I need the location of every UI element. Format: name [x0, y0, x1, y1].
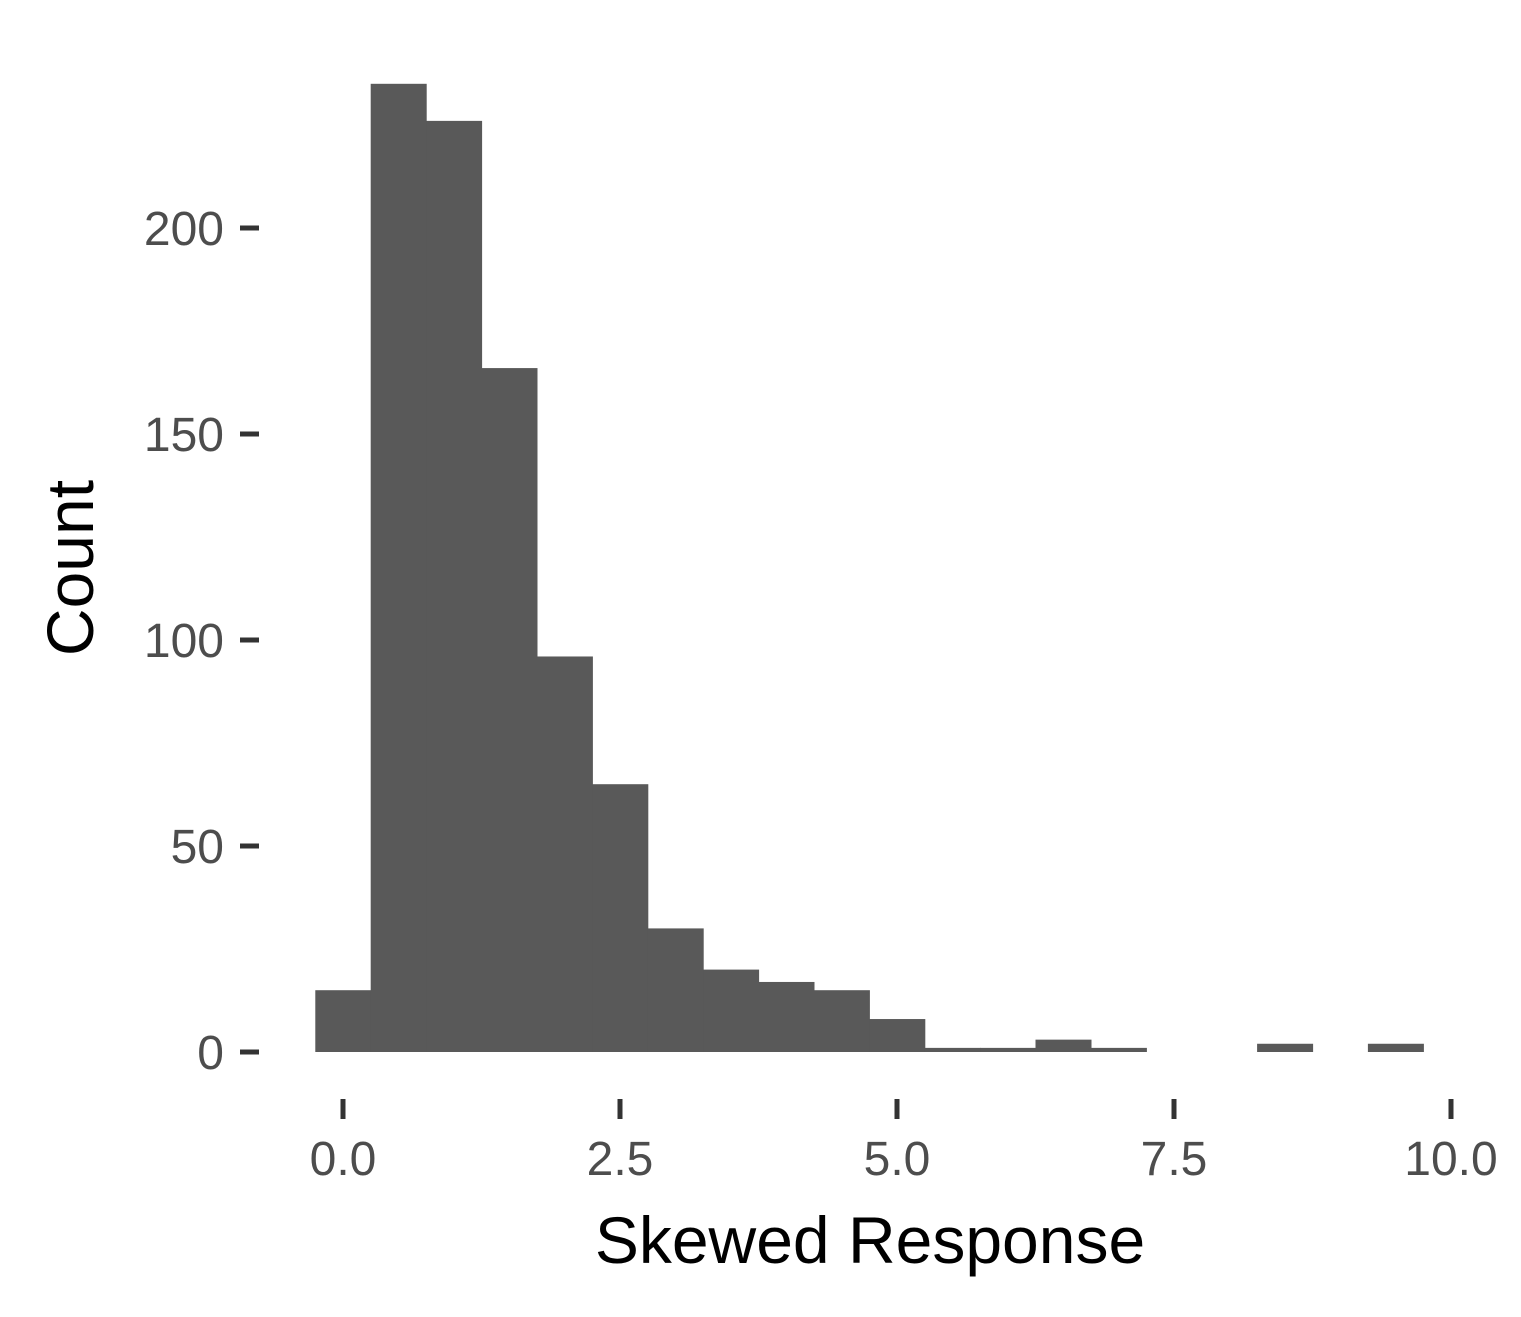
y-tick-label: 0 — [197, 1027, 224, 1080]
y-tick-label: 100 — [144, 615, 224, 668]
histogram-bar — [869, 1019, 926, 1052]
histogram-bar — [592, 784, 649, 1052]
x-tick-label: 2.5 — [587, 1133, 654, 1186]
histogram-bar — [1090, 1047, 1147, 1052]
histogram-bar — [924, 1047, 981, 1052]
histogram-bar — [1035, 1039, 1092, 1052]
y-tick-label: 150 — [144, 409, 224, 462]
histogram-bar — [481, 368, 538, 1053]
y-axis-title: Count — [33, 480, 107, 656]
y-tick-label: 200 — [144, 203, 224, 256]
histogram-bar — [370, 83, 427, 1053]
histogram-bars — [315, 83, 1424, 1053]
x-tick-label: 5.0 — [864, 1133, 931, 1186]
histogram-bar — [647, 928, 704, 1052]
x-tick-label: 0.0 — [310, 1133, 377, 1186]
histogram-bar — [536, 656, 593, 1052]
histogram-bar — [426, 120, 483, 1052]
histogram-bar — [315, 990, 372, 1052]
x-tick-label: 10.0 — [1404, 1133, 1497, 1186]
x-tick-label: 7.5 — [1141, 1133, 1208, 1186]
histogram-bar — [703, 969, 760, 1052]
histogram-bar — [813, 990, 870, 1052]
histogram-bar — [1257, 1043, 1314, 1052]
histogram-bar — [758, 981, 815, 1052]
y-tick-label: 50 — [171, 821, 224, 874]
x-axis: 0.0 2.5 5.0 7.5 10.0 — [310, 1099, 1498, 1186]
x-axis-title: Skewed Response — [595, 1203, 1145, 1277]
histogram-bar — [1367, 1043, 1424, 1052]
y-axis: 0 50 100 150 200 — [144, 203, 259, 1080]
histogram-bar — [980, 1047, 1037, 1052]
